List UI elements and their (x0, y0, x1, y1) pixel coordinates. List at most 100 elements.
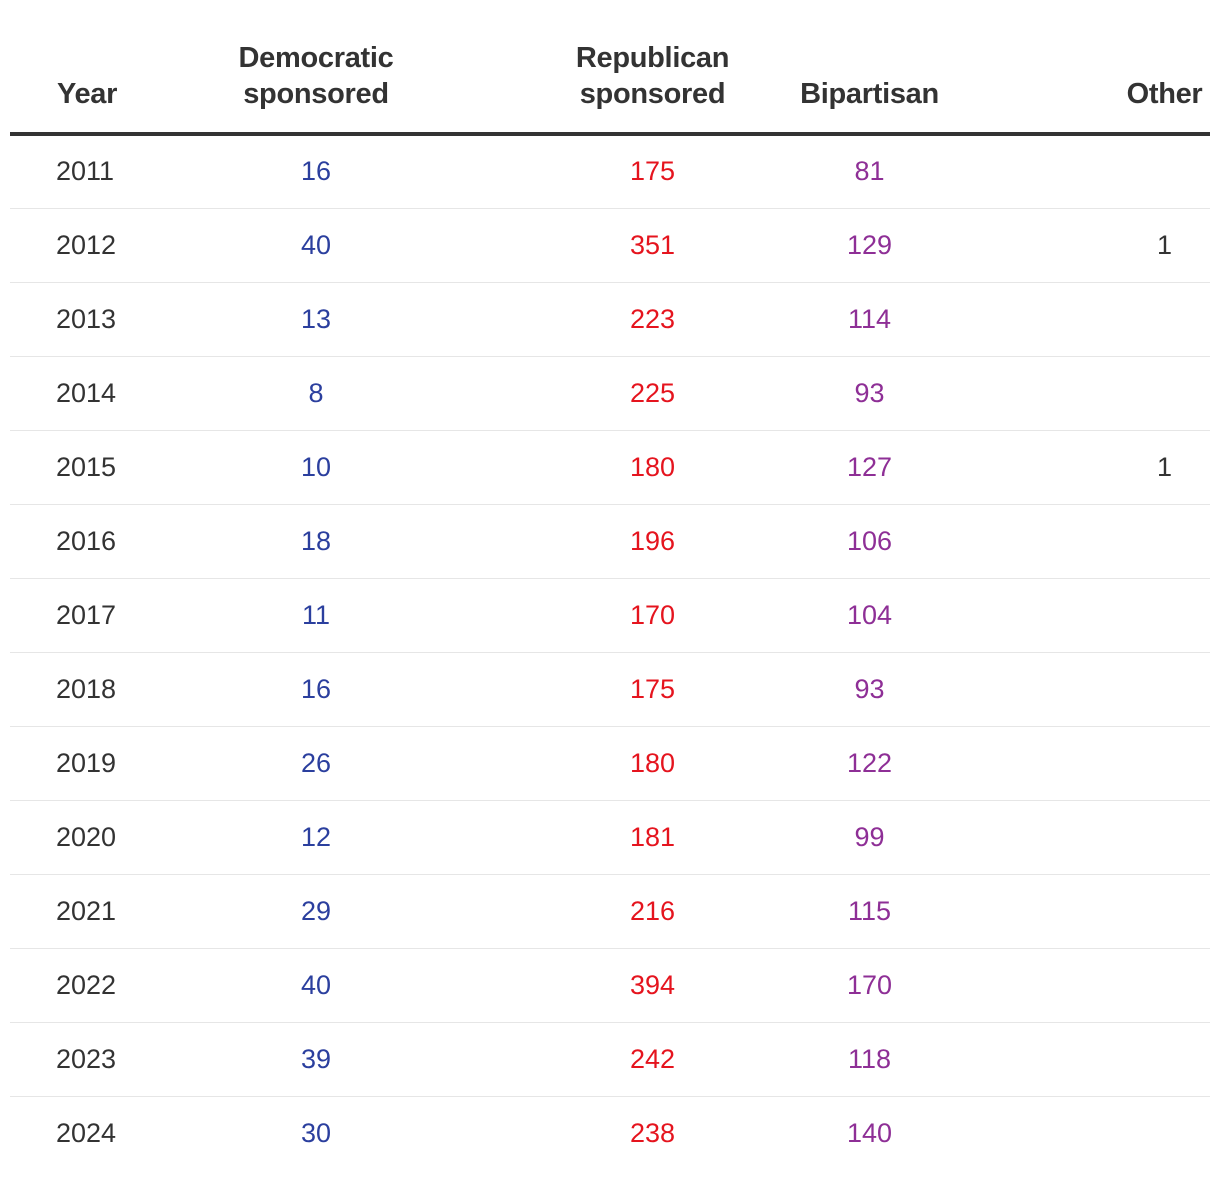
democratic-count-value: 16 (300, 673, 332, 704)
republican-count: 175 (515, 134, 730, 209)
republican-count: 196 (515, 504, 730, 579)
year-cell: 2018 (10, 652, 165, 727)
other-count (1057, 1022, 1210, 1097)
democratic-count-value: 26 (300, 747, 332, 778)
democratic-count-value: 29 (300, 895, 332, 926)
header-republican-sponsored: Republican sponsored (515, 40, 730, 136)
year-cell: 2011 (10, 134, 165, 209)
bipartisan-count: 115 (730, 874, 1057, 949)
other-count (1057, 578, 1210, 653)
year-cell-value: 2011 (56, 156, 115, 187)
year-cell: 2022 (10, 948, 165, 1023)
bipartisan-count: 129 (730, 208, 1057, 283)
table-row: 2021 29 216 115 (10, 874, 1210, 949)
other-count (1057, 1096, 1210, 1170)
other-count (1057, 726, 1210, 801)
table-row: 2024 30 238 140 (10, 1096, 1210, 1170)
republican-count: 225 (515, 356, 730, 431)
democratic-count: 16 (165, 652, 515, 727)
bipartisan-count-value: 93 (854, 377, 885, 408)
republican-count: 238 (515, 1096, 730, 1170)
year-cell-value: 2020 (56, 821, 117, 852)
democratic-count-value: 39 (300, 1043, 332, 1074)
republican-count: 170 (515, 578, 730, 653)
table-header: Year Democratic sponsored Republican sponsor… (10, 40, 1210, 136)
democratic-count-value: 10 (300, 451, 332, 482)
table-row: 2015 10 180 127 1 (10, 430, 1210, 505)
table-row: 2011 16 175 81 (10, 134, 1210, 209)
republican-count-value: 238 (629, 1117, 676, 1148)
bipartisan-count-value: 99 (854, 821, 885, 852)
bipartisan-count-value: 170 (846, 969, 893, 1000)
year-cell: 2012 (10, 208, 165, 283)
header-label-line: Year (57, 78, 118, 110)
table-row: 2013 13 223 114 (10, 282, 1210, 357)
democratic-count: 10 (165, 430, 515, 505)
republican-count-value: 180 (629, 747, 676, 778)
democratic-count-value: 12 (300, 821, 332, 852)
democratic-count-value: 40 (300, 969, 332, 1000)
other-count: 1 (1057, 430, 1210, 505)
bipartisan-count: 104 (730, 578, 1057, 653)
democratic-count-value: 11 (301, 599, 331, 630)
bipartisan-count: 118 (730, 1022, 1057, 1097)
democratic-count: 12 (165, 800, 515, 875)
democratic-count: 18 (165, 504, 515, 579)
democratic-count-value: 30 (300, 1117, 332, 1148)
bipartisan-count: 99 (730, 800, 1057, 875)
table-body: 2011 16 175 81 2012 40 351 129 1 2013 13 223 114 2014… (10, 134, 1210, 1170)
bipartisan-count: 81 (730, 134, 1057, 209)
year-cell-value: 2019 (56, 747, 117, 778)
other-count (1057, 800, 1210, 875)
other-count (1057, 134, 1210, 209)
year-cell-value: 2015 (56, 451, 117, 482)
year-cell: 2021 (10, 874, 165, 949)
republican-count: 242 (515, 1022, 730, 1097)
republican-count-value: 175 (629, 156, 676, 187)
year-cell: 2023 (10, 1022, 165, 1097)
header-label-line: Democratic (238, 42, 394, 74)
bipartisan-count-value: 93 (854, 673, 885, 704)
header-other-text: Other (1127, 76, 1203, 112)
header-year-text: Year (57, 76, 165, 112)
republican-count-value: 170 (629, 599, 676, 630)
bipartisan-count: 93 (730, 356, 1057, 431)
bipartisan-count-value: 127 (846, 451, 893, 482)
bipartisan-count-value: 106 (846, 525, 893, 556)
table-row: 2014 8 225 93 (10, 356, 1210, 431)
header-label-line: sponsored (243, 78, 389, 110)
democratic-count: 30 (165, 1096, 515, 1170)
democratic-count: 40 (165, 948, 515, 1023)
year-cell: 2014 (10, 356, 165, 431)
other-count-value: 1 (1156, 451, 1173, 482)
header-label-line: Other (1126, 78, 1203, 110)
bipartisan-count: 170 (730, 948, 1057, 1023)
democratic-count-value: 13 (300, 303, 332, 334)
bipartisan-count-value: 104 (846, 599, 893, 630)
other-count (1057, 356, 1210, 431)
other-count: 1 (1057, 208, 1210, 283)
table-row: 2022 40 394 170 (10, 948, 1210, 1023)
republican-count-value: 225 (629, 377, 676, 408)
bipartisan-count: 122 (730, 726, 1057, 801)
year-cell-value: 2022 (56, 969, 117, 1000)
democratic-count: 40 (165, 208, 515, 283)
bipartisan-count-value: 129 (846, 229, 893, 260)
year-cell-value: 2023 (56, 1043, 117, 1074)
other-count (1057, 948, 1210, 1023)
year-cell-value: 2014 (56, 377, 117, 408)
year-cell-value: 2012 (56, 229, 117, 260)
table-row: 2016 18 196 106 (10, 504, 1210, 579)
other-count (1057, 282, 1210, 357)
bipartisan-count-value: 114 (847, 303, 892, 334)
republican-count-value: 175 (629, 673, 676, 704)
democratic-count-value: 8 (308, 377, 324, 408)
year-cell: 2016 (10, 504, 165, 579)
republican-count-value: 196 (629, 525, 676, 556)
bipartisan-count: 106 (730, 504, 1057, 579)
year-cell: 2013 (10, 282, 165, 357)
democratic-count: 16 (165, 134, 515, 209)
democratic-count: 39 (165, 1022, 515, 1097)
republican-count-value: 394 (629, 969, 676, 1000)
year-cell-value: 2017 (56, 599, 117, 630)
